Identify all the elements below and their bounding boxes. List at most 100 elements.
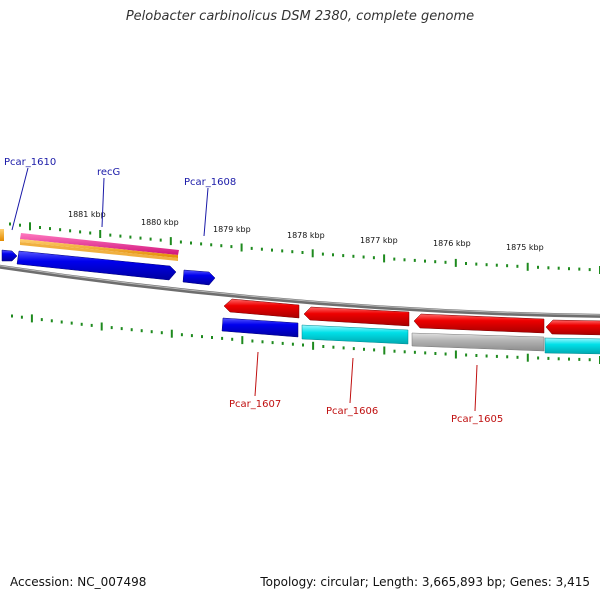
bottom-tick-1 bbox=[20, 315, 23, 319]
bottom-tick-49 bbox=[506, 355, 509, 359]
bottom-tick-45 bbox=[465, 353, 468, 357]
top-tick-19 bbox=[200, 242, 203, 246]
top-tick-32 bbox=[332, 253, 334, 257]
leader-pcar-1610 bbox=[11, 167, 29, 231]
feature-pcar-1608-cds[interactable] bbox=[182, 269, 216, 286]
bottom-tick-57 bbox=[588, 358, 591, 362]
feature-pcar-1605-cds-red[interactable] bbox=[413, 313, 545, 334]
bottom-tick-12 bbox=[130, 328, 133, 332]
bottom-tick-19 bbox=[201, 335, 203, 339]
top-tick-8 bbox=[89, 231, 92, 235]
top-tick-11 bbox=[119, 234, 122, 238]
gene-label-pcar-1606[interactable]: Pcar_1606 bbox=[326, 406, 378, 417]
bottom-tick-3 bbox=[40, 318, 43, 322]
feature-rest-magenta[interactable] bbox=[20, 233, 179, 255]
top-tick-43 bbox=[444, 260, 447, 264]
bottom-tick-21 bbox=[221, 336, 224, 340]
bottom-tick-50 bbox=[516, 355, 519, 359]
gene-label-pcar-1605[interactable]: Pcar_1605 bbox=[451, 414, 503, 425]
bottom-tick-35 bbox=[363, 347, 365, 351]
bottom-tick-29 bbox=[302, 343, 304, 347]
top-tick-1 bbox=[19, 223, 21, 227]
gene-label-pcar-1608[interactable]: Pcar_1608 bbox=[184, 177, 236, 188]
genome-backbone-highlight bbox=[0, 265, 600, 316]
feature-pcar-1605-cds-gray[interactable] bbox=[411, 332, 545, 352]
top-tick-27 bbox=[281, 249, 284, 253]
feature-right-cds-red[interactable] bbox=[545, 319, 600, 336]
gene-label-pcar-1607[interactable]: Pcar_1607 bbox=[229, 399, 281, 410]
top-tick-31 bbox=[321, 252, 324, 256]
feature-pcar-1606-cds-red[interactable] bbox=[303, 306, 410, 327]
bottom-tick-51 bbox=[526, 353, 529, 362]
top-tick-33 bbox=[342, 254, 345, 258]
top-tick-0 bbox=[9, 222, 11, 226]
feature-pcar-1607-cds-blue[interactable] bbox=[221, 317, 299, 338]
bottom-tick-37 bbox=[383, 346, 386, 355]
top-tick-2 bbox=[29, 222, 31, 231]
bottom-tick-47 bbox=[485, 354, 488, 358]
feature-pcar-1610-arrow[interactable] bbox=[1, 249, 18, 262]
top-tick-22 bbox=[230, 245, 233, 249]
bottom-tick-27 bbox=[281, 341, 284, 345]
top-tick-20 bbox=[210, 243, 213, 247]
scale-label-1876: 1876 kbp bbox=[433, 239, 471, 248]
bottom-tick-7 bbox=[80, 322, 83, 326]
gene-label-recg[interactable]: recG bbox=[97, 167, 120, 178]
top-tick-4 bbox=[49, 227, 51, 231]
leader-pcar-1605 bbox=[474, 364, 478, 412]
top-tick-15 bbox=[159, 238, 162, 242]
top-tick-25 bbox=[260, 247, 263, 251]
scale-label-1877: 1877 kbp bbox=[360, 236, 398, 245]
bottom-tick-17 bbox=[180, 333, 183, 337]
top-tick-37 bbox=[383, 254, 386, 263]
bottom-tick-44 bbox=[454, 350, 457, 359]
bottom-tick-52 bbox=[537, 356, 540, 360]
bottom-tick-9 bbox=[100, 322, 103, 331]
feature-rest-orange-1[interactable] bbox=[20, 239, 178, 258]
feature-right-cds-cyan[interactable] bbox=[544, 337, 600, 355]
leader-pcar-1606 bbox=[349, 357, 354, 404]
bottom-tick-32 bbox=[332, 345, 335, 349]
scale-label-1875: 1875 kbp bbox=[506, 243, 544, 252]
scale-label-1880: 1880 kbp bbox=[141, 218, 179, 227]
bottom-tick-11 bbox=[120, 327, 123, 331]
top-tick-39 bbox=[403, 258, 406, 262]
scale-ticks-top bbox=[9, 222, 600, 274]
scale-label-1879: 1879 kbp bbox=[213, 225, 251, 234]
top-tick-23 bbox=[240, 243, 243, 252]
bottom-tick-36 bbox=[373, 348, 376, 352]
forward-strand-features bbox=[0, 229, 216, 286]
top-tick-28 bbox=[291, 250, 294, 254]
top-tick-57 bbox=[588, 268, 591, 272]
feature-rest-orange-2[interactable] bbox=[20, 242, 178, 261]
top-tick-55 bbox=[568, 267, 570, 271]
top-tick-26 bbox=[271, 248, 273, 252]
bottom-tick-23 bbox=[241, 336, 244, 345]
reverse-strand-features bbox=[221, 298, 600, 355]
accession-text: Accession: NC_007498 bbox=[10, 575, 147, 589]
top-tick-36 bbox=[372, 256, 375, 260]
bottom-tick-31 bbox=[322, 345, 325, 348]
top-tick-51 bbox=[526, 262, 529, 271]
top-tick-6 bbox=[69, 229, 72, 233]
bottom-tick-28 bbox=[291, 342, 294, 346]
feature-pcar-1606-cds-cyan[interactable] bbox=[301, 324, 409, 345]
top-tick-47 bbox=[485, 263, 488, 267]
top-tick-30 bbox=[311, 249, 314, 258]
bottom-tick-26 bbox=[271, 341, 274, 345]
gene-label-pcar-1610[interactable]: Pcar_1610 bbox=[4, 157, 56, 168]
top-tick-40 bbox=[413, 258, 416, 262]
scale-label-1878: 1878 kbp bbox=[287, 231, 325, 240]
bottom-tick-30 bbox=[312, 341, 315, 350]
map-title: Pelobacter carbinolicus DSM 2380, comple… bbox=[125, 9, 475, 24]
feature-recg-cds[interactable] bbox=[16, 250, 177, 281]
leader-recg bbox=[101, 177, 105, 228]
bottom-tick-56 bbox=[578, 357, 581, 361]
feature-left-orange[interactable] bbox=[0, 229, 4, 241]
feature-pcar-1607-cds-red[interactable] bbox=[223, 298, 300, 319]
scale-label-1881: 1881 kbp bbox=[68, 210, 106, 219]
gene-labels: Pcar_1610 recG Pcar_1608 Pcar_1607 Pcar_… bbox=[4, 157, 503, 425]
top-tick-24 bbox=[250, 246, 253, 250]
top-tick-16 bbox=[169, 237, 172, 246]
